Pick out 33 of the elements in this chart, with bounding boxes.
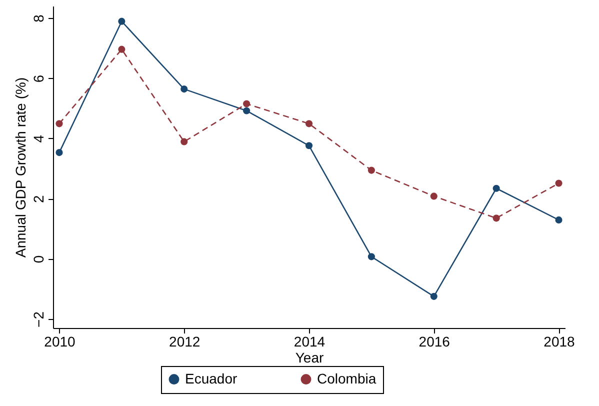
x-tick-label: 2012 <box>169 334 200 350</box>
point <box>492 184 500 192</box>
point <box>180 138 188 146</box>
point <box>118 18 126 25</box>
point <box>305 142 313 150</box>
point <box>180 86 188 93</box>
y-tick-label: 8 <box>30 14 46 22</box>
y-axis-title: Annual GDP Growth rate (%) <box>12 77 28 258</box>
point <box>243 107 250 114</box>
point <box>305 120 313 128</box>
point <box>555 216 562 224</box>
point <box>56 149 63 156</box>
point <box>118 46 126 53</box>
point <box>492 214 500 222</box>
x-tick-label: 2016 <box>418 334 450 350</box>
point <box>430 292 438 300</box>
point <box>56 120 63 128</box>
point <box>243 100 250 108</box>
x-tick-label: 2014 <box>294 334 326 350</box>
point <box>555 180 562 187</box>
y-tick-label: −2 <box>30 311 46 328</box>
y-tick-label: 0 <box>30 255 46 264</box>
point <box>368 253 375 260</box>
point <box>430 192 438 200</box>
y-tick-label: 6 <box>30 74 46 83</box>
legend-label: Ecuador <box>185 370 238 386</box>
point <box>368 166 375 174</box>
x-tick-label: 2018 <box>544 334 576 350</box>
x-axis-title: Year <box>295 350 324 366</box>
y-tick-label: 2 <box>30 194 46 203</box>
legend-label: Colombia <box>317 370 376 386</box>
x-tick-label: 2010 <box>44 334 76 350</box>
y-tick-label: 4 <box>30 134 46 143</box>
